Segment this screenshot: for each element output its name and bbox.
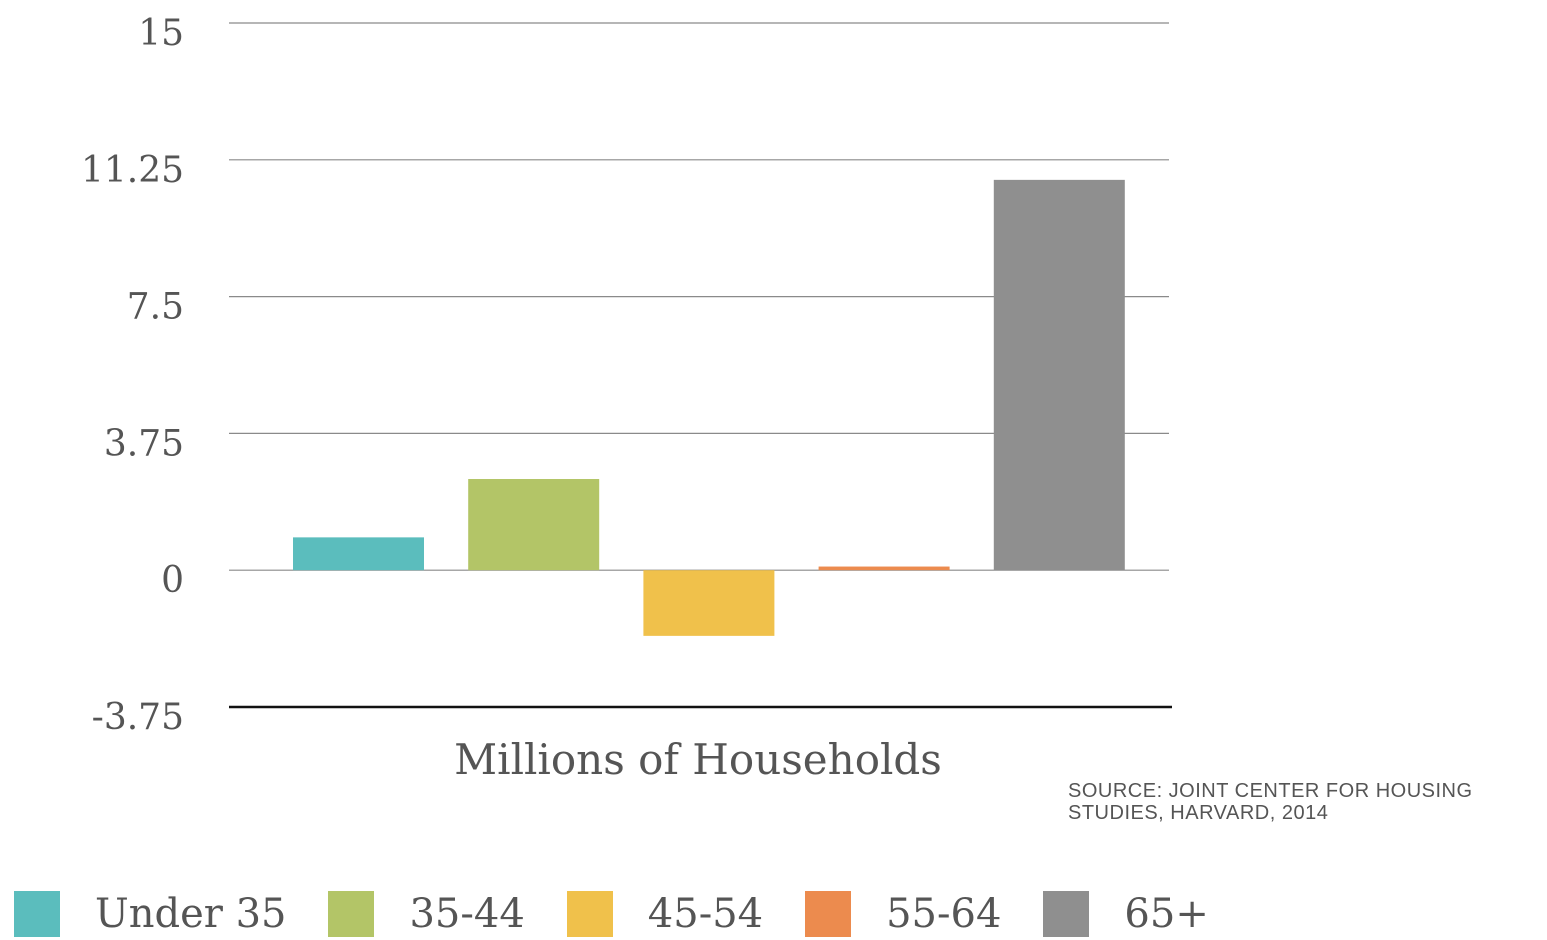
legend-label: 45-54 [647, 891, 764, 937]
y-axis-ticks: 15 11.25 7.5 3.75 0 -3.75 [81, 13, 184, 738]
bars [293, 179, 1125, 636]
y-tick-label: 15 [138, 13, 184, 54]
bar-45-54 [643, 570, 775, 636]
legend-item: 35-44 [328, 891, 566, 937]
x-axis-label: Millions of Households [454, 735, 942, 784]
legend-swatch [14, 891, 60, 937]
legend-swatch [566, 891, 613, 937]
legend-item: 55-64 [805, 891, 1043, 937]
bar-55-64 [818, 566, 950, 571]
legend-item: 65+ [1043, 891, 1250, 937]
legend-item: Under 35 [14, 891, 328, 937]
source-note: SOURCE: JOINT CENTER FOR HOUSING STUDIES… [1068, 780, 1473, 824]
bar-chart: 15 11.25 7.5 3.75 0 -3.75 Millions of Househo… [81, 13, 1172, 784]
legend-swatch [805, 891, 852, 937]
legend-label: Under 35 [95, 891, 287, 937]
legend-swatch [328, 891, 375, 937]
bar-under-35 [293, 537, 424, 571]
legend-swatch [1043, 891, 1090, 937]
legend: Under 35 35-44 45-54 55-64 65+ [14, 888, 1251, 940]
y-tick-label: 7.5 [127, 287, 184, 328]
y-tick-label: 11.25 [81, 150, 184, 191]
y-tick-label: -3.75 [92, 697, 184, 738]
y-tick-label: 0 [161, 560, 184, 601]
legend-label: 35-44 [409, 891, 525, 937]
legend-label: 55-64 [886, 891, 1002, 937]
bar-35-44 [468, 479, 600, 571]
y-tick-label: 3.75 [104, 423, 184, 464]
legend-label: 65+ [1124, 891, 1209, 937]
bar-65- [993, 179, 1125, 571]
legend-item: 45-54 [566, 891, 805, 937]
